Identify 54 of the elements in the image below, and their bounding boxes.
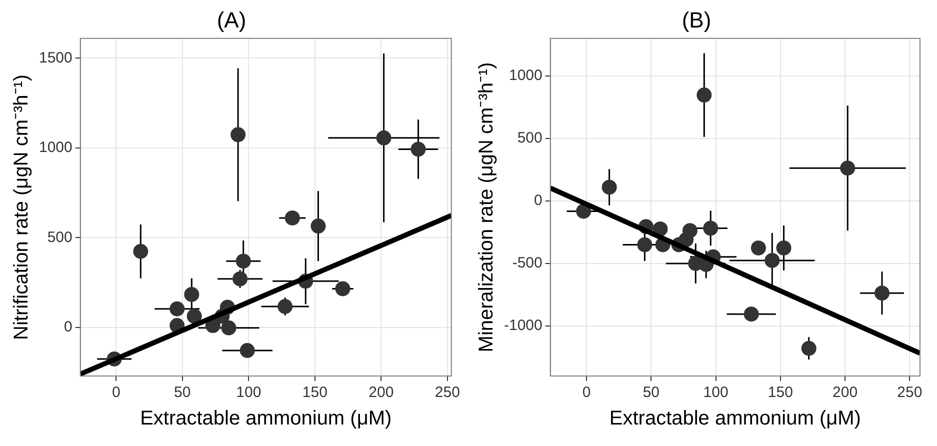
y-tick-label: 500 [47,228,72,246]
point [703,220,718,236]
point [376,130,392,146]
point [133,244,148,259]
y-axis-title: Nitrification rate (μgN cm⁻³h⁻¹) [10,74,33,340]
x-tick-label: 250 [434,384,460,402]
y-tick-label: 1000 [38,139,72,156]
point [278,299,293,314]
point [221,320,236,336]
x-tick-label: 100 [236,384,262,402]
x-tick-label: 200 [368,384,394,402]
y-tick-label: 1000 [508,67,542,84]
point [410,142,426,157]
point [764,252,780,268]
point [840,160,856,176]
y-axis-title: Mineralization rate (μgN cm⁻³h⁻¹) [476,62,498,352]
chart-title: (A) [216,7,246,32]
point [170,301,185,316]
x-tick-label: 100 [703,384,728,402]
x-tick-label: 200 [832,384,858,402]
point [232,271,248,286]
point [874,286,890,301]
x-axis-title: Extractable ammonium (μM) [609,408,861,430]
point [230,127,246,142]
x-tick-label: 150 [302,384,328,402]
point [240,343,255,358]
x-tick-label: 250 [897,384,922,402]
y-tick-label: 1500 [38,49,72,66]
point [637,237,652,252]
x-tick-label: 0 [582,384,591,402]
point [801,340,816,356]
y-tick-label: 0 [534,192,542,210]
x-tick-label: 150 [768,384,793,402]
x-tick-label: 0 [112,384,120,402]
point [284,210,300,226]
y-tick-label: -500 [512,254,542,272]
point [602,180,617,195]
point [696,88,712,103]
point [688,256,704,271]
point [744,306,759,322]
point [236,254,251,269]
chart-title: (B) [682,7,712,32]
x-tick-label: 50 [642,384,660,402]
y-tick-label: 0 [64,318,72,336]
point [186,308,202,324]
point [750,240,766,256]
x-tick-label: 50 [174,384,191,402]
point [335,281,350,296]
point [184,286,200,302]
point [310,218,326,234]
y-tick-label: -1000 [504,317,542,334]
y-tick-label: 500 [517,130,542,147]
point [776,240,792,256]
x-axis-title: Extractable ammonium (μM) [140,408,392,430]
